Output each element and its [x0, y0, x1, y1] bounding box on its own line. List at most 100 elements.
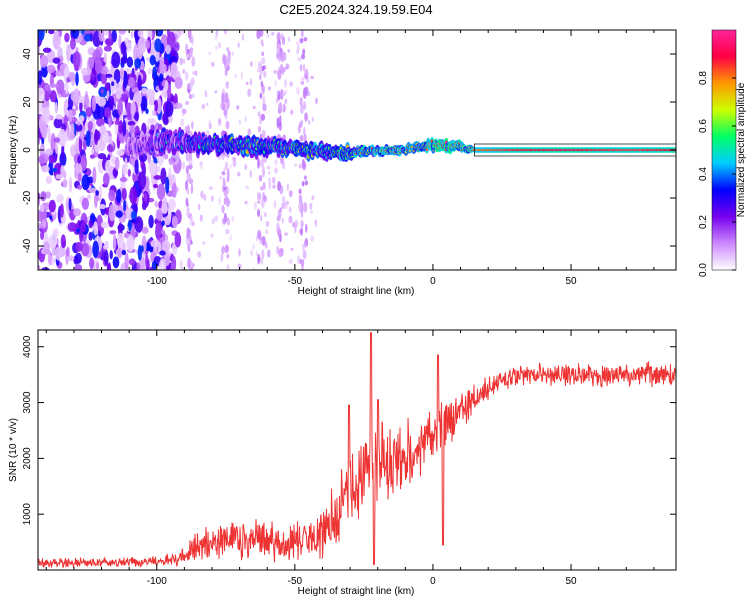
heatmap-cell — [128, 258, 136, 266]
heatmap-cell — [39, 203, 45, 213]
heatmap-cell — [170, 62, 179, 80]
heatmap-cell — [303, 37, 308, 42]
heatmap-cell — [187, 242, 191, 253]
heatmap-cell — [234, 73, 238, 79]
spectrogram-ticks: -100 -50 0 50 -40 -20 0 20 40 — [22, 30, 676, 287]
heatmap-cell — [167, 202, 172, 221]
heatmap-cell — [157, 123, 163, 131]
heatmap-cell — [273, 70, 276, 74]
heatmap-cell — [281, 36, 286, 46]
heatmap-cell — [107, 262, 112, 270]
heatmap-cell — [130, 210, 137, 220]
heatmap-cell — [278, 251, 283, 256]
heatmap-cell — [190, 261, 194, 269]
heatmap-cell — [268, 181, 272, 190]
heatmap-cell — [296, 86, 300, 96]
heatmap-cell — [63, 99, 70, 117]
heatmap-cell — [48, 199, 56, 213]
heatmap-cell — [190, 240, 193, 245]
heatmap-cell — [304, 243, 307, 249]
heatmap-cell — [214, 215, 219, 222]
heatmap-cell — [108, 30, 112, 42]
heatmap-cell — [181, 30, 185, 36]
heatmap-cell — [145, 108, 149, 115]
heatmap-cell — [300, 209, 304, 219]
heatmap-cell — [152, 66, 158, 79]
heatmap-cell — [77, 172, 82, 183]
heatmap-cell — [186, 227, 190, 240]
y-tick-label: 40 — [22, 48, 33, 60]
heatmap-cell — [225, 228, 230, 235]
heatmap-cell — [277, 103, 283, 114]
heatmap-cell — [128, 220, 132, 232]
heatmap-cell — [126, 235, 135, 252]
heatmap-cell — [189, 79, 193, 92]
heatmap-cell — [112, 256, 120, 269]
heatmap-cell — [155, 30, 164, 37]
heatmap-cell — [122, 164, 128, 176]
heatmap-cell — [104, 107, 112, 119]
heatmap-cell — [45, 175, 53, 184]
heatmap-cell — [309, 202, 313, 210]
heatmap-cell — [102, 30, 109, 36]
heatmap-cell — [67, 255, 75, 262]
heatmap-cell — [182, 113, 185, 117]
heatmap-cell — [277, 228, 282, 238]
heatmap-cell — [69, 38, 76, 50]
heatmap-cell — [148, 119, 155, 124]
heatmap-cell — [263, 195, 268, 203]
heatmap-cell — [121, 187, 127, 201]
heatmap-cell — [55, 114, 63, 120]
heatmap-cell — [55, 79, 65, 94]
heatmap-cell — [189, 221, 193, 227]
colorbar: 0.0 0.2 0.4 0.6 0.8 Normalized spectral ampl… — [698, 29, 747, 277]
heatmap-cell — [208, 51, 212, 56]
heatmap-cell — [231, 51, 235, 57]
heatmap-cell — [48, 153, 55, 164]
heatmap-cell — [61, 143, 65, 161]
heatmap-cell — [96, 117, 105, 127]
heatmap-cell — [70, 48, 75, 55]
heatmap-cell — [143, 192, 148, 202]
heatmap-cell — [237, 263, 242, 269]
heatmap-cell — [224, 216, 229, 222]
heatmap-cell — [68, 109, 73, 123]
heatmap-cell — [157, 166, 161, 173]
heatmap-cell — [179, 259, 183, 269]
heatmap-cell — [159, 73, 164, 82]
heatmap-cell — [137, 45, 143, 60]
heatmap-cell — [49, 90, 57, 103]
heatmap-cell — [204, 90, 207, 95]
heatmap-cell — [186, 82, 191, 90]
x-tick-label: 50 — [565, 576, 577, 587]
heatmap-cell — [93, 221, 98, 236]
heatmap-cell — [202, 241, 206, 245]
heatmap-cell — [38, 154, 45, 165]
heatmap-cell — [146, 88, 156, 99]
heatmap-cell — [258, 174, 263, 182]
heatmap-cell — [109, 250, 113, 260]
heatmap-cell — [225, 64, 230, 72]
heatmap-cell — [95, 261, 100, 270]
heatmap-cell — [98, 204, 106, 210]
heatmap-cell — [267, 171, 271, 175]
heatmap-cell — [111, 81, 115, 87]
heatmap-cell — [161, 220, 165, 227]
heatmap-cell — [110, 78, 115, 95]
heatmap-cell — [58, 128, 67, 147]
heatmap-cell — [277, 66, 282, 70]
heatmap-cell — [139, 257, 146, 270]
heatmap-cell — [181, 161, 186, 170]
heatmap-cell — [134, 111, 139, 122]
heatmap-cell — [165, 44, 171, 55]
heatmap-cell — [311, 195, 315, 201]
heatmap-cell — [255, 250, 258, 256]
heatmap-cell — [191, 121, 194, 130]
heatmap-cell — [72, 51, 81, 69]
heatmap-cell — [114, 156, 120, 171]
heatmap-cell — [98, 185, 103, 201]
heatmap-cell — [261, 66, 265, 72]
heatmap-cell — [261, 42, 264, 47]
heatmap-cell — [299, 37, 304, 44]
heatmap-cell — [261, 57, 266, 65]
